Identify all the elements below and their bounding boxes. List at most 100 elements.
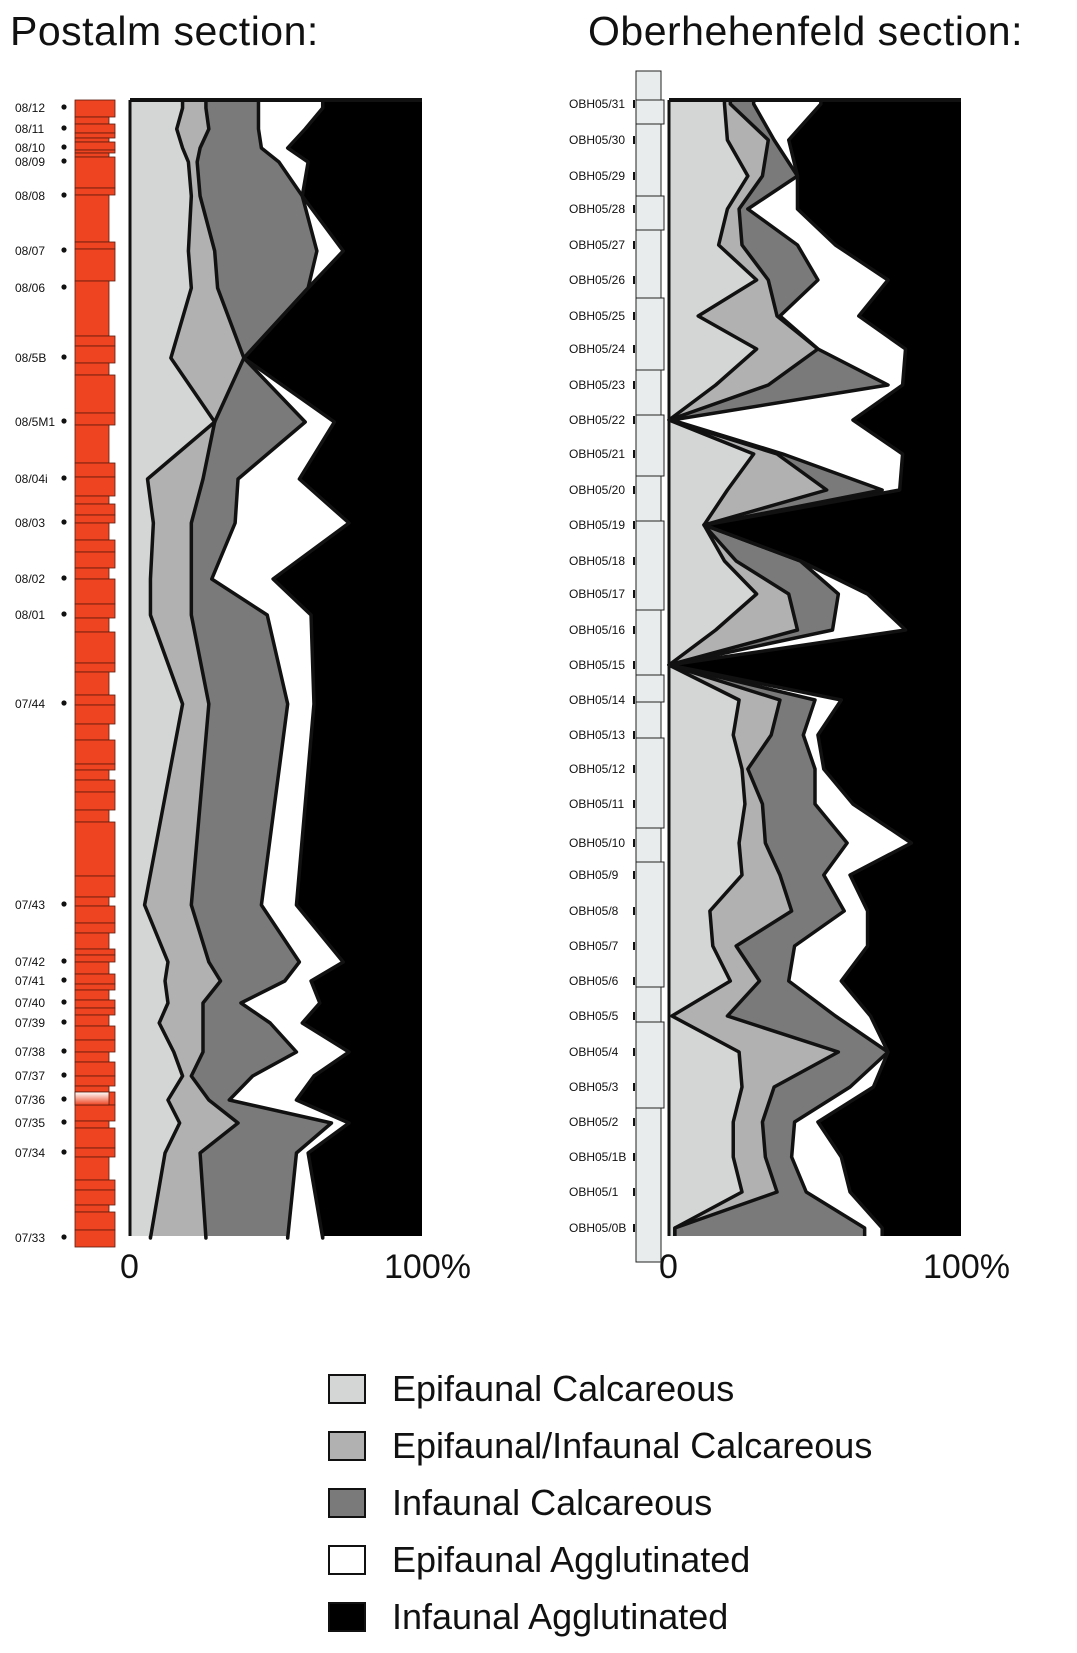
postalm-bed	[74, 335, 116, 347]
postalm-sample-dot	[61, 575, 67, 581]
postalm-sample-label: 08/06	[15, 281, 45, 295]
oberhehenfeld-sample-label: OBH05/23	[569, 378, 625, 392]
oberhehenfeld-sample-label: OBH05/15	[569, 658, 625, 672]
postalm-bed	[74, 1120, 110, 1129]
postalm-bed	[74, 156, 116, 189]
oberhehenfeld-sample-label: OBH05/21	[569, 447, 625, 461]
postalm-sample-dot	[61, 192, 67, 198]
postalm-bed	[74, 954, 116, 963]
postalm-bed	[74, 671, 110, 696]
postalm-bed	[74, 141, 116, 151]
legend-swatch-infaunal-agglutinated	[328, 1602, 366, 1632]
postalm-sample-label: 08/07	[15, 244, 45, 258]
postalm-boundary-epi-infaunal-calcareous	[189, 100, 246, 1240]
oberhehenfeld-panel: OBH05/31OBH05/30OBH05/29OBH05/28OBH05/27…	[569, 97, 1010, 1286]
postalm-bed	[74, 137, 110, 143]
oberhehenfeld-sample-label: OBH05/30	[569, 133, 625, 147]
postalm-sample-label: 07/38	[15, 1045, 45, 1059]
postalm-sample-dot	[61, 104, 67, 110]
postalm-sample-dot	[61, 901, 67, 907]
postalm-sample-dot	[61, 247, 67, 253]
postalm-sample-label: 07/39	[15, 1016, 45, 1030]
oberhehenfeld-bed	[635, 123, 662, 197]
postalm-bed	[74, 514, 116, 524]
postalm-bed	[74, 1075, 116, 1087]
postalm-sample-dot	[61, 1072, 67, 1078]
postalm-bed	[74, 603, 116, 619]
postalm-bed	[74, 983, 116, 991]
postalm-bed	[74, 522, 110, 541]
oberhehenfeld-sample-label: OBH05/8	[569, 904, 619, 918]
postalm-sample-label: 08/10	[15, 141, 45, 155]
postalm-bed	[74, 809, 110, 823]
oberhehenfeld-sample-label: OBH05/29	[569, 169, 625, 183]
postalm-bed	[74, 132, 116, 139]
postalm-bed	[74, 694, 116, 706]
legend-label-epifaunal-calcareous: Epifaunal Calcareous	[392, 1368, 735, 1409]
postalm-bed	[74, 821, 116, 877]
postalm-sample-dot	[61, 958, 67, 964]
oberhehenfeld-bed	[635, 70, 662, 101]
oberhehenfeld-sample-label: OBH05/1	[569, 1185, 619, 1199]
postalm-bed	[74, 769, 110, 781]
postalm-sample-label: 08/09	[15, 155, 45, 169]
postalm-bed	[74, 149, 116, 154]
postalm-sample-dot	[61, 999, 67, 1005]
oberhehenfeld-bed	[635, 520, 665, 611]
postalm-bed	[74, 779, 116, 793]
postalm-bed	[74, 280, 110, 337]
postalm-bed	[74, 362, 110, 376]
postalm-pale-bed	[74, 1091, 110, 1106]
oberhehenfeld-bed	[635, 229, 662, 299]
postalm-sample-label: 08/03	[15, 516, 45, 530]
postalm-bed	[74, 424, 110, 464]
postalm-bed	[74, 578, 116, 605]
oberhehenfeld-bed	[635, 297, 665, 371]
postalm-bed	[74, 99, 116, 118]
postalm-sample-dot	[61, 611, 67, 617]
oberhehenfeld-sample-label: OBH05/17	[569, 587, 625, 601]
postalm-bed	[74, 1025, 116, 1041]
oberhehenfeld-sample-label: OBH05/11	[569, 797, 624, 811]
oberhehenfeld-x-tick-100: 100%	[923, 1248, 1010, 1286]
postalm-sample-dot	[61, 475, 67, 481]
postalm-bed	[74, 1204, 110, 1213]
legend-label-infaunal-calcareous: Infaunal Calcareous	[392, 1482, 713, 1523]
postalm-section-title: Postalm section:	[10, 8, 319, 54]
oberhehenfeld-sample-label: OBH05/4	[569, 1045, 619, 1059]
oberhehenfeld-bed	[635, 99, 665, 125]
postalm-sample-dot	[61, 354, 67, 360]
oberhehenfeld-sample-label: OBH05/7	[569, 939, 619, 953]
oberhehenfeld-sample-label: OBH05/26	[569, 273, 625, 287]
postalm-bed	[74, 1104, 116, 1122]
postalm-bed	[74, 495, 110, 505]
oberhehenfeld-sample-label: OBH05/1B	[569, 1150, 626, 1164]
postalm-bed	[74, 1039, 116, 1053]
postalm-sample-dot	[61, 1149, 67, 1155]
oberhehenfeld-sample-label: OBH05/13	[569, 728, 625, 742]
postalm-bed	[74, 412, 116, 426]
legend-swatch-epifaunal-calcareous	[328, 1374, 366, 1404]
oberhehenfeld-bed	[635, 414, 665, 477]
postalm-bed	[74, 462, 116, 478]
postalm-sample-dot	[61, 700, 67, 706]
postalm-bed	[74, 989, 110, 1001]
postalm-sample-label: 07/41	[15, 974, 45, 988]
postalm-sample-dot	[61, 519, 67, 525]
postalm-bed	[74, 476, 116, 497]
oberhehenfeld-bed	[635, 195, 665, 231]
oberhehenfeld-sample-label: OBH05/28	[569, 202, 625, 216]
postalm-bed	[74, 922, 116, 934]
postalm-bed	[74, 187, 116, 196]
oberhehenfeld-bed	[635, 986, 662, 1023]
postalm-sample-dot	[61, 1096, 67, 1102]
postalm-sample-dot	[61, 1019, 67, 1025]
legend-swatch-infaunal-calcareous	[328, 1488, 366, 1518]
postalm-sample-label: 07/33	[15, 1231, 45, 1245]
legend-label-infaunal-agglutinated: Infaunal Agglutinated	[392, 1596, 729, 1637]
oberhehenfeld-sample-label: OBH05/0B	[569, 1221, 626, 1235]
postalm-bed	[74, 1189, 116, 1206]
postalm-bed	[74, 1127, 116, 1149]
postalm-sample-label: 08/01	[15, 608, 45, 622]
oberhehenfeld-sample-label: OBH05/10	[569, 836, 625, 850]
